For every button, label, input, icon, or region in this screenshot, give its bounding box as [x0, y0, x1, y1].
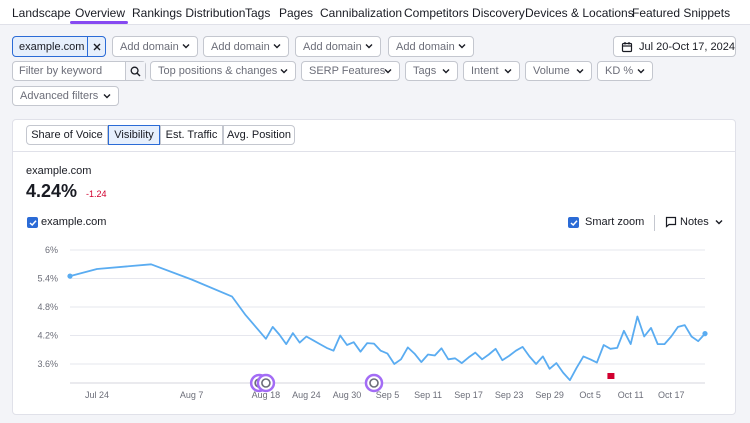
report-nav: Landscape Overview Rankings Distribution… [0, 0, 750, 25]
chevron-down-icon [457, 41, 467, 51]
search-icon [130, 66, 141, 76]
chevron-down-icon [636, 66, 646, 76]
add-domain-label: Add domain [120, 40, 179, 53]
tab-landscape[interactable]: Landscape [12, 6, 71, 20]
tab-share-of-voice[interactable]: Share of Voice [26, 125, 108, 145]
tags-filter[interactable]: Tags [405, 61, 458, 81]
add-domain-label: Add domain [303, 40, 362, 53]
chevron-down-icon [715, 220, 723, 225]
tab-overview[interactable]: Overview [75, 6, 126, 20]
chevron-down-icon [181, 41, 191, 51]
add-domain-select-4[interactable]: Add domain [388, 36, 474, 57]
chevron-down-icon [503, 66, 513, 76]
tab-pages[interactable]: Pages [279, 6, 314, 20]
domain-chip[interactable]: example.com [12, 36, 106, 57]
keyword-filter [12, 61, 146, 81]
keyword-search-button[interactable] [125, 62, 145, 80]
chevron-down-icon [383, 66, 393, 76]
tab-featured-snippets[interactable]: Featured Snippets [632, 6, 731, 20]
serp-features-filter[interactable]: SERP Features [301, 61, 400, 81]
tab-avg-position[interactable]: Avg. Position [223, 125, 295, 145]
serp-features-label: SERP Features [309, 65, 386, 77]
visibility-value: 4.24% [26, 181, 78, 201]
volume-label: Volume [533, 65, 570, 77]
legend-separator [654, 215, 655, 231]
summary-domain: example.com [26, 165, 92, 177]
add-domain-label: Add domain [211, 40, 270, 53]
volume-filter[interactable]: Volume [525, 61, 592, 81]
panel-divider [13, 151, 735, 152]
kd-label: KD % [605, 65, 634, 77]
date-range-button[interactable]: Jul 20-Oct 17, 2024 [613, 36, 736, 57]
notes-button[interactable]: Notes [665, 216, 724, 228]
tags-label: Tags [413, 65, 437, 77]
tab-est-traffic[interactable]: Est. Traffic [160, 125, 223, 145]
top-positions-label: Top positions & changes [158, 65, 278, 77]
advanced-filters-label: Advanced filters [20, 90, 99, 102]
tab-competitors-discovery[interactable]: Competitors Discovery [404, 6, 525, 20]
checkmark-icon [28, 219, 37, 226]
series-legend-label[interactable]: example.com [41, 216, 107, 228]
active-tab-indicator [70, 21, 128, 24]
domain-chip-label: example.com [19, 40, 85, 53]
add-domain-select-3[interactable]: Add domain [295, 36, 381, 57]
smart-zoom-checkbox[interactable] [568, 217, 579, 228]
chevron-down-icon [102, 91, 112, 101]
tab-visibility[interactable]: Visibility [108, 125, 160, 145]
add-domain-select-1[interactable]: Add domain [112, 36, 198, 57]
top-positions-filter[interactable]: Top positions & changes [150, 61, 296, 81]
chevron-down-icon [364, 41, 374, 51]
tab-cannibalization[interactable]: Cannibalization [320, 6, 403, 20]
intent-filter[interactable]: Intent [463, 61, 520, 81]
checkmark-icon [569, 219, 578, 226]
tab-rankings-distribution[interactable]: Rankings Distribution [132, 6, 246, 20]
close-icon [93, 43, 101, 50]
intent-label: Intent [471, 65, 499, 77]
series-checkbox[interactable] [27, 217, 38, 228]
kd-filter[interactable]: KD % [597, 61, 653, 81]
date-range-label: Jul 20-Oct 17, 2024 [639, 40, 736, 53]
add-domain-label: Add domain [396, 40, 455, 53]
advanced-filters-button[interactable]: Advanced filters [12, 86, 119, 106]
chevron-down-icon [575, 66, 585, 76]
tab-tags[interactable]: Tags [245, 6, 271, 20]
add-domain-select-2[interactable]: Add domain [203, 36, 289, 57]
visibility-change: -1.24 [86, 189, 107, 199]
tab-devices-locations[interactable]: Devices & Locations [525, 6, 634, 20]
keyword-search-input[interactable] [13, 62, 125, 80]
comment-icon [665, 216, 677, 228]
chevron-down-icon [272, 41, 282, 51]
notes-label: Notes [680, 216, 709, 228]
calendar-icon [621, 41, 633, 53]
remove-domain-button[interactable] [87, 37, 105, 56]
chevron-down-icon [441, 66, 451, 76]
chart-panel: Share of Voice Visibility Est. Traffic A… [12, 119, 736, 415]
chevron-down-icon [279, 66, 289, 76]
smart-zoom-label[interactable]: Smart zoom [585, 216, 645, 228]
